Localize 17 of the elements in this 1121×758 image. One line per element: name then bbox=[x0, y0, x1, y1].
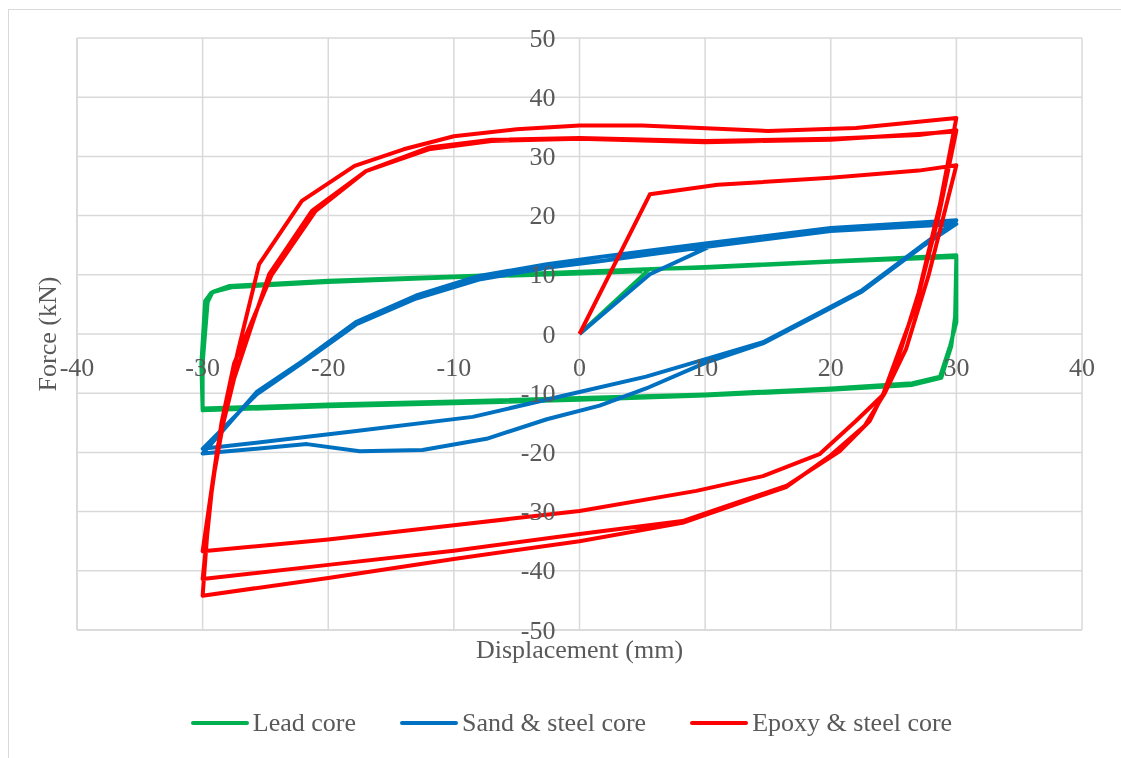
x-tick-label: 0 bbox=[573, 352, 586, 382]
legend-label: Sand & steel core bbox=[462, 707, 647, 739]
y-tick-label: -20 bbox=[520, 437, 556, 467]
x-tick-label: -10 bbox=[436, 352, 472, 382]
x-tick-label: -20 bbox=[310, 352, 346, 382]
y-tick-label: -40 bbox=[520, 556, 556, 586]
y-tick-label: 50 bbox=[529, 23, 556, 53]
y-tick-label: 40 bbox=[529, 82, 556, 112]
x-tick-label: 40 bbox=[1069, 352, 1095, 382]
legend-label: Epoxy & steel core bbox=[752, 707, 953, 739]
y-tick-label: 20 bbox=[529, 201, 556, 231]
y-tick-label: 10 bbox=[529, 260, 556, 290]
y-tick-label: 30 bbox=[529, 141, 556, 171]
y-tick-label: 0 bbox=[542, 319, 556, 349]
x-tick-label: 20 bbox=[817, 352, 844, 382]
x-tick-label: -40 bbox=[59, 352, 95, 382]
legend-label: Lead core bbox=[252, 707, 357, 739]
